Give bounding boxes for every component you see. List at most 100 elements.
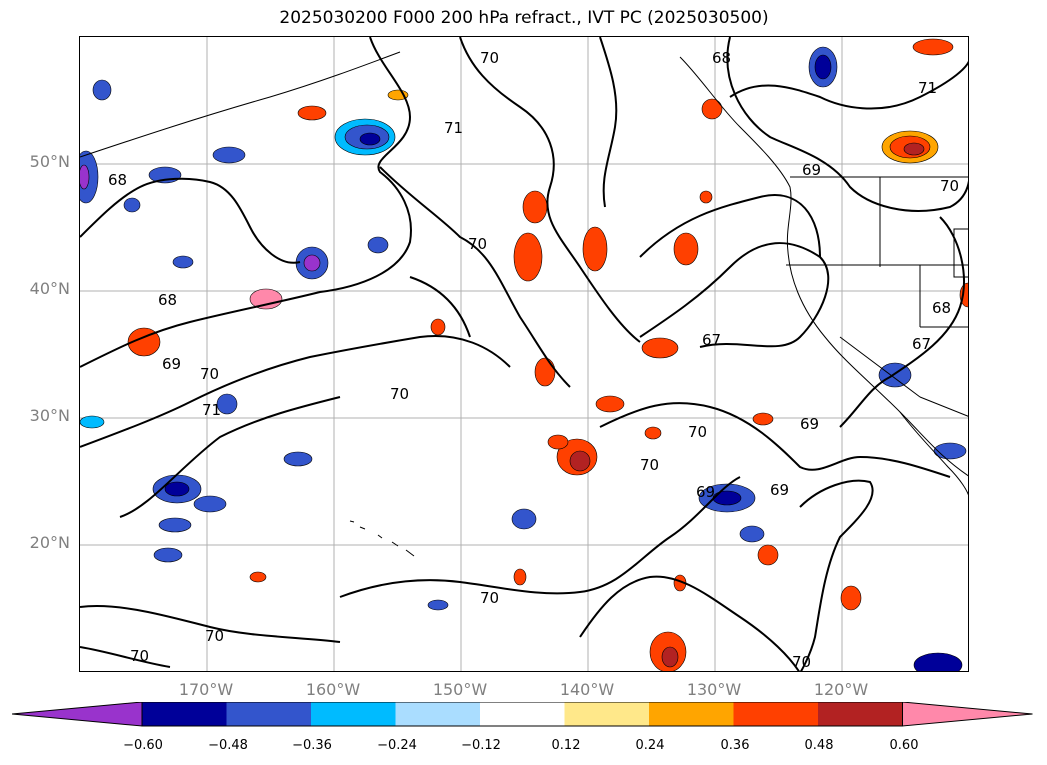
colorbar-segment [818, 702, 903, 726]
positive-anomaly-blob [644, 426, 662, 440]
page-title: 2025030200 F000 200 hPa refract., IVT PC… [279, 8, 769, 28]
positive-anomaly-blob [127, 327, 161, 357]
contour-label: 70 [200, 365, 219, 383]
lake-outline [953, 228, 968, 278]
negative-anomaly-blob [164, 481, 190, 497]
contour-label: 71 [444, 119, 463, 137]
positive-anomaly-blob [582, 226, 608, 272]
contour-line [119, 396, 341, 518]
contour-line [379, 166, 571, 388]
positive-anomaly-blob [534, 357, 556, 387]
positive-anomaly-blob [673, 232, 699, 266]
contour-line [80, 37, 412, 368]
contour-line [729, 60, 968, 110]
colorbar-segment [733, 702, 818, 726]
colorbar-tick-label: 0.24 [635, 738, 665, 753]
colorbar-tick-label: −0.24 [377, 738, 417, 753]
map-canvas[interactable]: 70 71 68 71 68 69 70 68 67 69 70 71 70 7… [80, 37, 969, 672]
positive-anomaly-blob [840, 585, 862, 611]
aleutian-chain [80, 51, 401, 158]
gridlines [80, 37, 968, 671]
contour-label: 68 [158, 291, 177, 309]
contour-label: 70 [468, 235, 487, 253]
positive-anomaly-blob [752, 412, 774, 426]
colorbar-segment [142, 702, 227, 726]
negative-anomaly-blob [92, 79, 112, 101]
colorbar-segment [395, 702, 480, 726]
colorbar-tick-label: 0.12 [551, 738, 581, 753]
contour-lines [80, 37, 968, 671]
contour-label: 69 [770, 481, 789, 499]
colorbar-tick-label: −0.36 [292, 738, 332, 753]
negative-anomaly-blob [739, 525, 765, 543]
contour-line [599, 402, 951, 478]
contour-label: 70 [688, 423, 707, 441]
colorbar-segment [226, 702, 311, 726]
longitude-label: 140°W [559, 680, 615, 699]
colorbar-extend-high [902, 702, 1033, 727]
negative-anomaly-blob [80, 164, 90, 190]
negative-anomaly-blob [216, 393, 238, 415]
contour-label: 68 [108, 171, 127, 189]
contour-label: 70 [130, 647, 149, 665]
colorbar-tick-label: 0.48 [804, 738, 834, 753]
latitude-label: 30°N [29, 406, 70, 425]
contour-label: 70 [940, 177, 959, 195]
contour-line [639, 194, 821, 258]
contour-label: 70 [480, 589, 499, 607]
contour-label: 70 [640, 456, 659, 474]
shaded-anomalies [80, 38, 968, 671]
contour-line [599, 37, 618, 208]
state-borders [786, 176, 968, 417]
longitude-label: 160°W [305, 680, 361, 699]
positive-anomaly-blob [430, 318, 446, 336]
contour-line [839, 216, 965, 428]
negative-anomaly-blob [511, 508, 537, 530]
positive-anomaly-blob [699, 190, 713, 204]
contour-line [579, 575, 800, 671]
negative-anomaly-blob [123, 197, 141, 213]
colorbar-border [141, 702, 903, 727]
longitude-label: 120°W [813, 680, 869, 699]
hawaii-islands [349, 520, 415, 557]
negative-anomaly-blob [359, 132, 381, 146]
longitude-label: 170°W [178, 680, 234, 699]
coastlines [80, 51, 968, 557]
colorbar-segment [564, 702, 649, 726]
negative-anomaly-blob [158, 517, 192, 533]
contour-label: 70 [390, 385, 409, 403]
negative-anomaly-blob [80, 415, 105, 429]
latitude-label: 50°N [29, 152, 70, 171]
positive-anomaly-blob [661, 646, 679, 668]
contour-label: 68 [932, 299, 951, 317]
contour-line [80, 177, 301, 264]
contour-label: 69 [800, 415, 819, 433]
contour-line [409, 276, 471, 338]
contour-label: 67 [912, 335, 931, 353]
contour-line [339, 476, 741, 598]
positive-anomaly-blob [513, 232, 543, 282]
negative-anomaly-blob [303, 254, 321, 272]
contour-line [726, 37, 968, 212]
contour-label: 69 [696, 483, 715, 501]
positive-anomaly-blob [297, 105, 327, 121]
latitude-label: 40°N [29, 279, 70, 298]
positive-anomaly-blob [912, 38, 954, 56]
positive-anomaly-blob [569, 450, 591, 472]
contour-label: 69 [802, 161, 821, 179]
colorbar-tick-label: −0.12 [461, 738, 501, 753]
longitude-label: 130°W [686, 680, 742, 699]
positive-anomaly-blob [595, 395, 625, 413]
contour-label: 70 [792, 653, 811, 671]
positive-anomaly-blob [513, 568, 527, 586]
negative-anomaly-blob [153, 547, 183, 563]
contour-label: 68 [712, 49, 731, 67]
map-panel[interactable]: 70 71 68 71 68 69 70 68 67 69 70 71 70 7… [79, 36, 969, 672]
colorbar-segment [649, 702, 734, 726]
colorbar-tick-label: 0.36 [720, 738, 750, 753]
longitude-label: 150°W [432, 680, 488, 699]
north-america-coastline [679, 56, 968, 477]
latitude-label: 20°N [29, 533, 70, 552]
negative-anomaly-blob [814, 54, 832, 80]
colorbar-extend-low [12, 702, 143, 727]
